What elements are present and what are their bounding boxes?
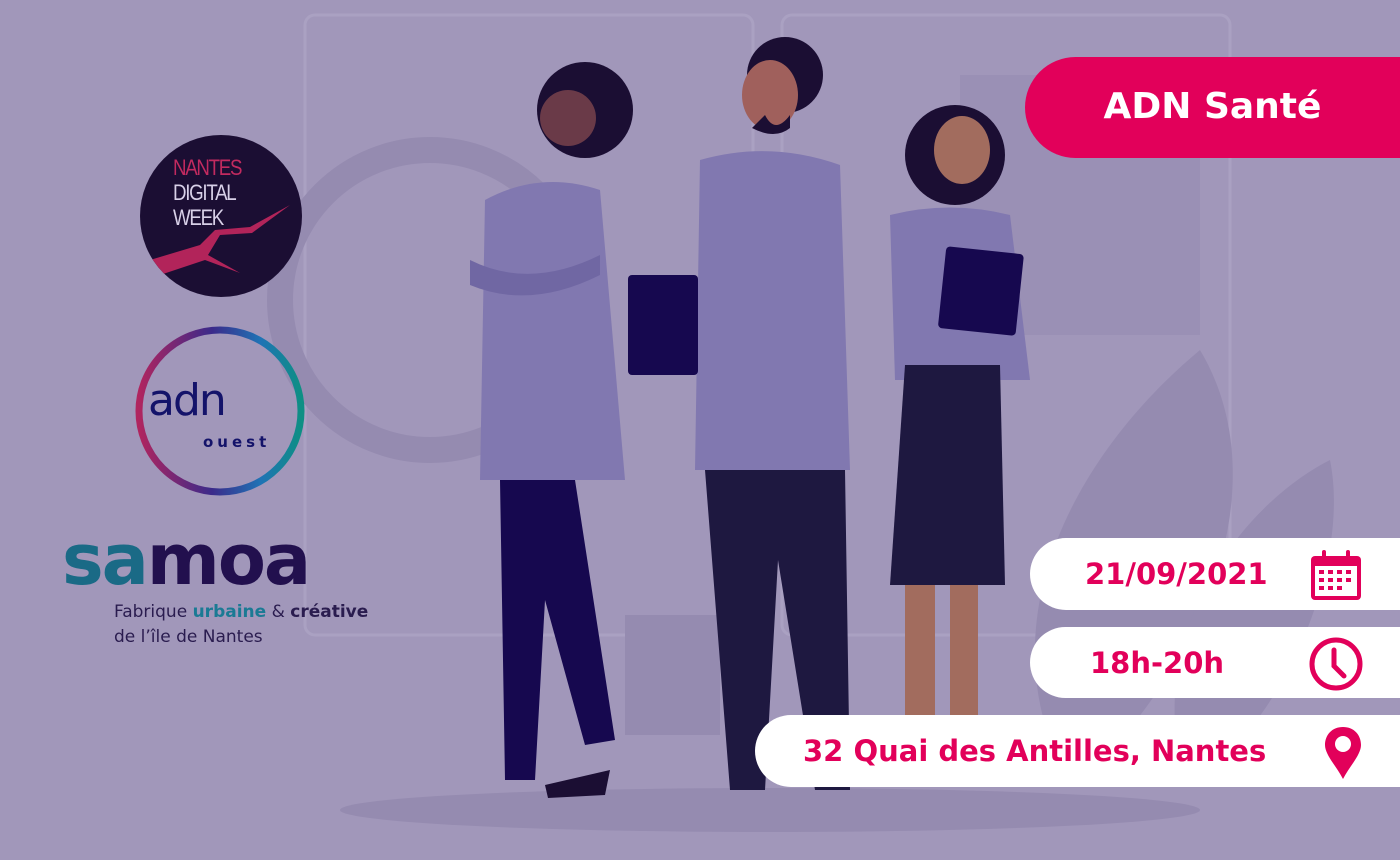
logo-text: WEEK [173,205,224,230]
clock-icon [1309,637,1363,691]
samoa-tagline-1: Fabrique urbaine & créative [114,602,369,622]
samoa-word-b: moa [146,519,311,601]
event-time: 18h-20h [1090,646,1225,680]
calendar-icon [1311,550,1361,600]
map-pin-icon [1325,727,1361,779]
samoa-logo: samoa [62,524,311,596]
event-time-pill: 18h-20h [1030,627,1400,698]
branch-graphic [150,205,290,275]
doctor-left [470,62,633,798]
adn-ouest-ring [135,326,305,496]
event-title-badge: ADN Santé [1025,57,1400,158]
event-date: 21/09/2021 [1085,557,1268,591]
doctor-center [628,37,850,790]
adn-ouest-logo-sub: ouest [203,433,271,451]
logo-text: NANTES [173,155,242,180]
samoa-word-a: sa [62,519,149,601]
event-address: 32 Quai des Antilles, Nantes [803,734,1267,768]
event-address-pill: 32 Quai des Antilles, Nantes [755,715,1400,787]
event-title: ADN Santé [1103,86,1322,127]
event-date-pill: 21/09/2021 [1030,538,1400,610]
nantes-digital-week-logo: NANTES DIGITAL WEEK [140,135,302,297]
logo-text: DIGITAL [173,180,237,205]
samoa-tagline-2: de l’île de Nantes [114,627,263,647]
adn-ouest-logo-word: adn [148,375,227,426]
